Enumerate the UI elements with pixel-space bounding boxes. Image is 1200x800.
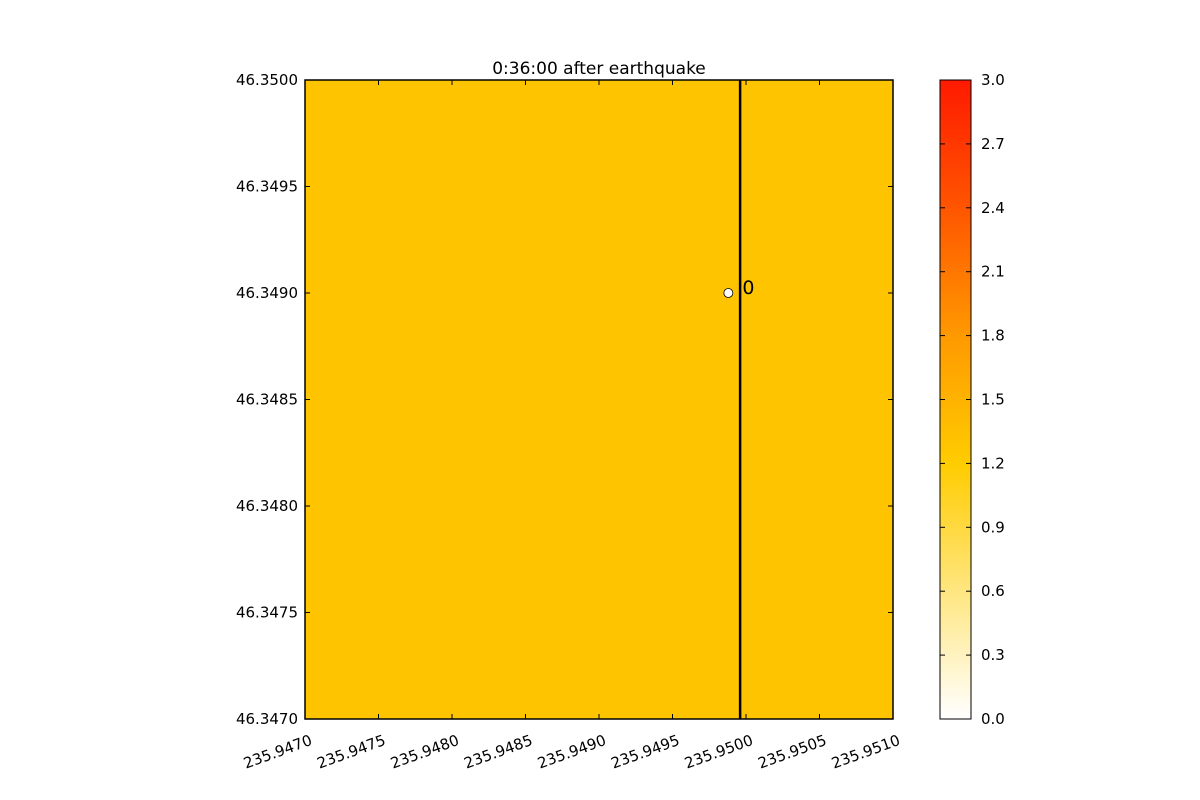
y-tick-label: 46.3480 — [236, 497, 298, 515]
colorbar-tick-label: 1.5 — [981, 391, 1005, 409]
colorbar-tick-label: 0.3 — [981, 646, 1005, 664]
colorbar: 0.0 0.3 0.6 0.9 1.2 1.5 1.8 2.1 2.4 2.7 3.0 — [939, 71, 1005, 728]
gauge-label: 0 — [742, 277, 754, 299]
x-tick-label: 235.9470 — [241, 731, 314, 772]
chart-title: 0:36:00 after earthquake — [492, 59, 706, 79]
colorbar-tick-label: 1.8 — [981, 327, 1005, 345]
colorbar-tick-label: 3.0 — [981, 71, 1005, 89]
x-tick-label: 235.9485 — [462, 731, 535, 772]
colorbar-tick-label: 2.1 — [981, 263, 1005, 281]
heatmap-region — [305, 80, 893, 719]
gauge-marker — [723, 288, 734, 298]
x-tick-label: 235.9505 — [756, 731, 829, 772]
x-tick-label: 235.9475 — [315, 731, 388, 772]
colorbar-tick-label: 1.2 — [981, 454, 1005, 472]
colorbar-tick-label: 0.6 — [981, 582, 1005, 600]
colorbar-tick-label: 0.9 — [981, 518, 1005, 536]
y-tick-label: 46.3470 — [236, 710, 298, 728]
x-tick-label: 235.9495 — [609, 731, 682, 772]
y-tick-label: 46.3490 — [236, 284, 298, 302]
y-tick-label: 46.3485 — [236, 391, 298, 409]
x-tick-label: 235.9490 — [535, 731, 608, 772]
colorbar-tick-label: 2.7 — [981, 135, 1005, 153]
y-tick-label: 46.3495 — [236, 178, 298, 196]
x-tick-label: 235.9510 — [829, 731, 902, 772]
heatmap — [305, 80, 893, 719]
colorbar-gradient — [939, 79, 972, 720]
y-tick-label: 46.3500 — [236, 71, 298, 89]
colorbar-tick-label: 2.4 — [981, 199, 1005, 217]
overlays: 0 — [723, 80, 754, 719]
y-tick-label: 46.3475 — [236, 604, 298, 622]
x-tick-label: 235.9480 — [388, 731, 461, 772]
colorbar-tick-label: 0.0 — [981, 710, 1005, 728]
x-tick-label: 235.9500 — [682, 731, 755, 772]
